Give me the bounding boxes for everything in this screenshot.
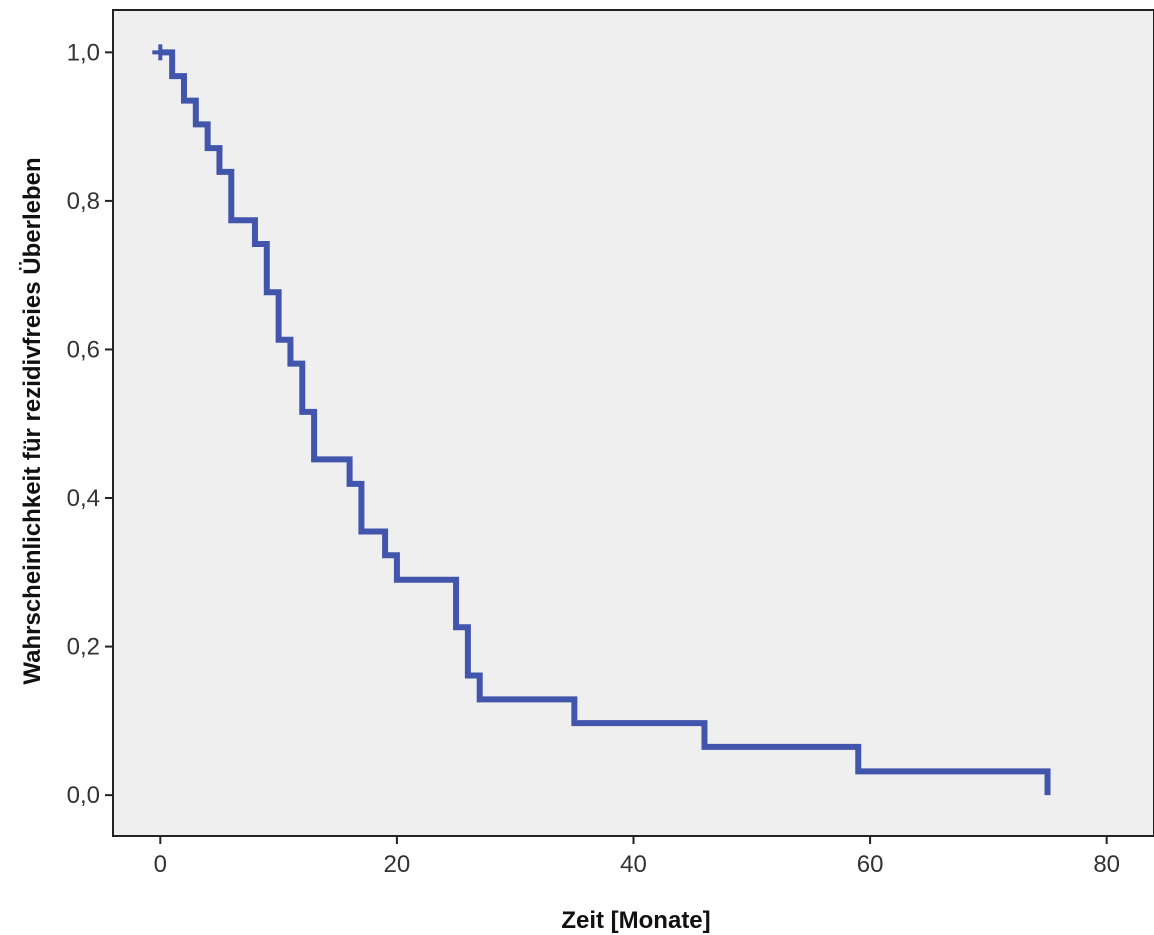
x-axis-title: Zeit [Monate] xyxy=(561,907,710,934)
y-tick-label: 0,6 xyxy=(67,336,100,363)
x-tick-label: 0 xyxy=(154,851,167,878)
x-tick-label: 80 xyxy=(1093,851,1120,878)
y-tick-label: 1,0 xyxy=(67,39,100,66)
y-tick-label: 0,2 xyxy=(67,634,100,661)
y-axis-title: Wahrscheinlichkeit für rezidivfreies Übe… xyxy=(19,157,46,684)
y-tick-label: 0,8 xyxy=(67,188,100,215)
y-tick-label: 0,0 xyxy=(67,782,100,809)
y-axis: 0,0 0,2 0,4 0,6 0,8 1,0 xyxy=(67,39,113,809)
y-tick-label: 0,4 xyxy=(67,485,100,512)
x-axis: 0 20 40 60 80 xyxy=(154,836,1120,878)
x-tick-label: 60 xyxy=(857,851,884,878)
plot-area xyxy=(113,10,1154,836)
x-tick-label: 40 xyxy=(620,851,647,878)
x-tick-label: 20 xyxy=(384,851,411,878)
